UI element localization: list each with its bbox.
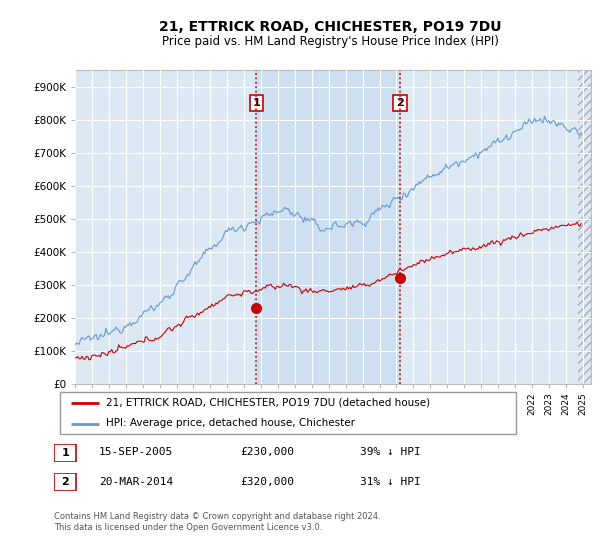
Text: 1: 1 <box>62 448 69 458</box>
Text: 2: 2 <box>396 98 404 108</box>
Text: £320,000: £320,000 <box>240 477 294 487</box>
FancyBboxPatch shape <box>55 444 76 461</box>
Text: 21, ETTRICK ROAD, CHICHESTER, PO19 7DU (detached house): 21, ETTRICK ROAD, CHICHESTER, PO19 7DU (… <box>106 398 430 408</box>
FancyBboxPatch shape <box>60 392 516 434</box>
Text: 20-MAR-2014: 20-MAR-2014 <box>99 477 173 487</box>
Text: Price paid vs. HM Land Registry's House Price Index (HPI): Price paid vs. HM Land Registry's House … <box>161 35 499 48</box>
Text: HPI: Average price, detached house, Chichester: HPI: Average price, detached house, Chic… <box>106 418 355 428</box>
FancyBboxPatch shape <box>55 473 76 491</box>
Text: 15-SEP-2005: 15-SEP-2005 <box>99 447 173 458</box>
Text: Contains HM Land Registry data © Crown copyright and database right 2024.
This d: Contains HM Land Registry data © Crown c… <box>54 512 380 532</box>
Text: 2: 2 <box>62 477 69 487</box>
Text: 39% ↓ HPI: 39% ↓ HPI <box>360 447 421 458</box>
Text: £230,000: £230,000 <box>240 447 294 458</box>
Bar <box>578 70 591 384</box>
Text: 1: 1 <box>253 98 260 108</box>
Text: 31% ↓ HPI: 31% ↓ HPI <box>360 477 421 487</box>
Text: 21, ETTRICK ROAD, CHICHESTER, PO19 7DU: 21, ETTRICK ROAD, CHICHESTER, PO19 7DU <box>159 20 501 34</box>
Bar <box>256 70 400 384</box>
